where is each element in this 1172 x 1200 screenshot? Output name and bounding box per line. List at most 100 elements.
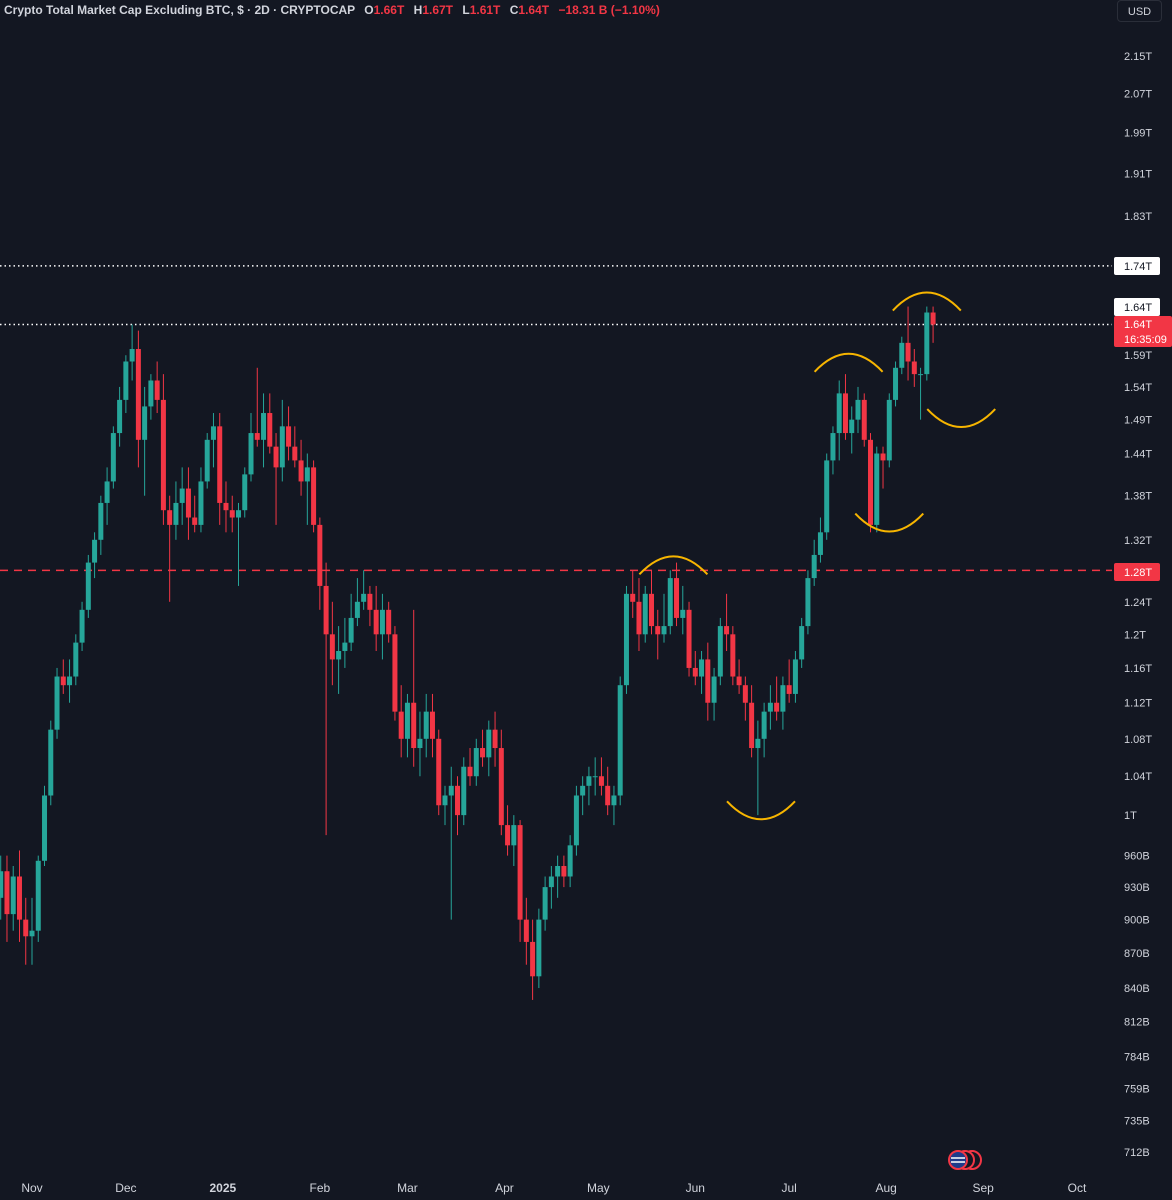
candle-body [254, 433, 260, 440]
candle-body [323, 585, 329, 635]
candle [755, 720, 761, 816]
candle-body [636, 601, 642, 635]
candle [780, 676, 786, 730]
tag-resistance: 1.74T [1124, 261, 1152, 273]
candle-body [498, 748, 504, 826]
candle [398, 685, 404, 758]
candle [361, 570, 367, 610]
candle [404, 693, 410, 758]
candle [386, 601, 392, 643]
candle-body [16, 876, 22, 920]
candle [661, 593, 667, 643]
candle-body [592, 776, 598, 778]
x-tick-label: Aug [875, 1181, 896, 1195]
candle [185, 467, 191, 540]
candle [868, 433, 874, 533]
candle [505, 805, 511, 856]
candle [217, 413, 223, 525]
candle-body [417, 738, 423, 749]
candle [592, 757, 598, 796]
candle-body [292, 446, 298, 461]
annotation-arc-5 [926, 408, 996, 429]
candle [117, 386, 123, 447]
candle [411, 609, 417, 767]
candle [242, 467, 248, 518]
candle-body [179, 488, 185, 503]
candle-body [104, 481, 110, 503]
x-tick-label: Nov [21, 1181, 42, 1195]
currency-button[interactable]: USD [1117, 0, 1162, 22]
candle-body [855, 399, 861, 420]
candle-body [0, 871, 4, 898]
annotation-arc-0 [638, 555, 709, 576]
candle [642, 585, 648, 643]
candle-body [261, 413, 267, 440]
candle-body [29, 930, 35, 937]
y-tick-label: 2.15T [1124, 51, 1152, 63]
price-axis[interactable]: 2.15T 2.07T 1.99T 1.91T 1.83T 1.59T 1.54T 1.49T… [1124, 51, 1152, 1159]
candle-body [586, 776, 592, 786]
candle-body [530, 941, 536, 977]
candle-body [517, 825, 523, 920]
candle-body [67, 676, 73, 686]
y-tick-label: 1.2T [1124, 629, 1146, 641]
candle-body [248, 433, 254, 475]
candle [805, 570, 811, 635]
candle [830, 426, 836, 475]
y-tick-label: 1.38T [1124, 491, 1152, 503]
candle-body [73, 642, 79, 677]
y-tick-label: 1.59T [1124, 350, 1152, 362]
candle [824, 453, 830, 540]
candle-body [311, 467, 317, 525]
x-tick-label: Sep [972, 1181, 994, 1195]
candle [617, 676, 623, 806]
candle-body [354, 601, 360, 618]
candle-body [536, 919, 542, 977]
x-tick-label: May [587, 1181, 610, 1195]
y-tick-label: 1T [1124, 810, 1137, 822]
candle-body [817, 532, 823, 555]
y-tick-label: 1.54T [1124, 382, 1152, 394]
candle-body [279, 426, 285, 468]
candle [35, 855, 41, 942]
candle [348, 593, 354, 651]
candle [10, 866, 16, 931]
candle [886, 393, 892, 468]
candle-body [749, 702, 755, 749]
time-axis[interactable]: Nov Dec 2025 Feb Mar Apr May Jun Jul Aug Sep Oct [21, 1181, 1087, 1195]
candle [530, 919, 536, 1000]
candle-body [411, 702, 417, 749]
candle [911, 349, 917, 387]
price-tags: 1.74T 1.64T 1.64T 16:35:09 1.28T [1114, 257, 1172, 581]
change-value: −18.31 B (−1.10%) [558, 3, 660, 17]
candle-body [742, 685, 748, 703]
candle [279, 399, 285, 482]
y-tick-label: 900B [1124, 915, 1150, 927]
candle [749, 685, 755, 758]
symbol-title[interactable]: Crypto Total Market Cap Excluding BTC, $… [4, 3, 355, 17]
candle [323, 562, 329, 836]
chart-header: Crypto Total Market Cap Excluding BTC, $… [4, 2, 660, 18]
candle [817, 517, 823, 563]
candle-body [455, 785, 461, 816]
candle-body [686, 609, 692, 668]
candle [379, 593, 385, 660]
candle [267, 393, 273, 454]
candle-body [348, 617, 354, 643]
candle [304, 453, 310, 525]
tag-last-price: 1.64T [1124, 319, 1152, 331]
candle [48, 720, 54, 806]
flag-icon[interactable] [948, 1150, 982, 1170]
candle [461, 757, 467, 826]
candle-body [692, 667, 698, 677]
y-tick-label: 1.99T [1124, 128, 1152, 140]
candle-body [273, 446, 279, 468]
candle [711, 667, 717, 721]
candle [342, 617, 348, 668]
candle-body [304, 467, 310, 482]
candle-body [699, 659, 705, 677]
x-tick-label: Jul [781, 1181, 796, 1195]
candle [573, 785, 579, 856]
tag-last-price-bg [1114, 316, 1172, 347]
